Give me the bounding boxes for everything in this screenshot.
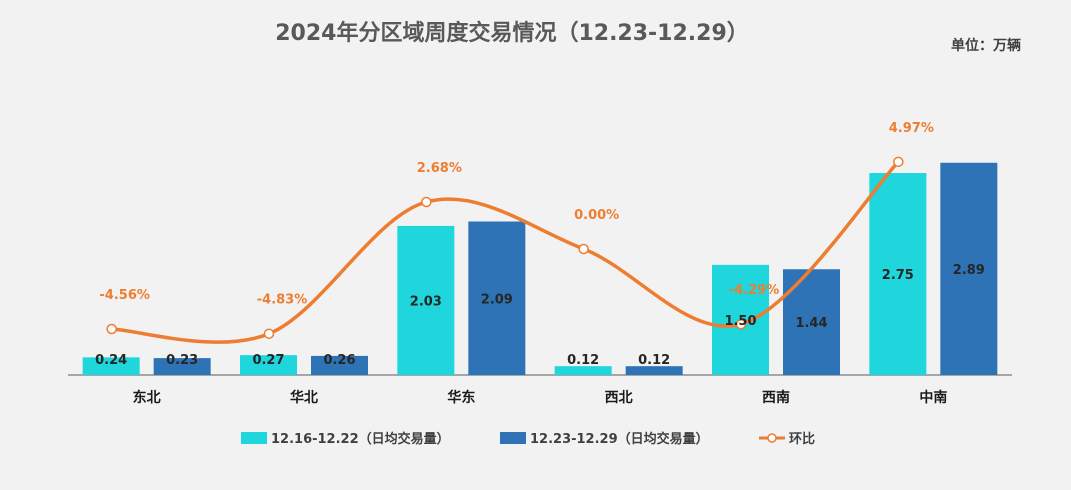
line-layer: -4.56% -4.83% 2.68% 0.00% -4.29% 4.97%: [99, 121, 934, 344]
bar-s1-华东: [397, 225, 455, 375]
category-label: 华北: [290, 389, 318, 406]
category-labels: 东北 华北 华东 西北 西南 中南: [133, 389, 948, 406]
bar-s1-华北: [240, 355, 297, 375]
bar-value-label: 0.23: [166, 353, 198, 368]
bar-s2-华北: [311, 355, 368, 375]
line-point-label: 4.97%: [889, 121, 934, 136]
line-point: [421, 196, 432, 208]
bar-value-label: 2.75: [882, 268, 914, 283]
legend-label: 环比: [789, 431, 815, 447]
bar-s2-华东: [468, 221, 526, 375]
line-point: [893, 156, 904, 168]
chart-title: 2024年分区域周度交易情况（12.23-12.29）: [275, 20, 749, 46]
unit-label: 单位：万辆: [951, 37, 1021, 54]
line-point-label: -4.56%: [99, 288, 150, 303]
bar-value-label: 1.44: [795, 316, 827, 331]
legend-marker: [767, 433, 777, 443]
bar-value-label: 2.03: [410, 294, 442, 309]
line-point-label: 0.00%: [574, 208, 619, 223]
bar-value-label: 0.12: [567, 353, 599, 368]
bar-value-label: 2.89: [953, 263, 985, 278]
bar-s1-西北: [554, 366, 612, 375]
bar-value-label: 2.09: [481, 292, 513, 307]
category-label: 华东: [447, 389, 475, 406]
legend-label: 12.16-12.22（日均交易量）: [271, 431, 450, 447]
bar-value-label: 1.50: [724, 314, 756, 329]
bar-s2-中南: [940, 162, 998, 375]
labels-layer: 0.24 0.23 0.27 0.26 2.03 2.09 0.12 0.12 1.50 1.44…: [95, 263, 985, 368]
bar-s2-东北: [153, 358, 211, 375]
category-label: 东北: [133, 389, 161, 406]
legend-item[interactable]: 12.23-12.29（日均交易量）: [500, 431, 709, 447]
legend-swatch: [241, 432, 267, 444]
category-label: 中南: [919, 389, 947, 406]
legend-item[interactable]: 环比: [759, 431, 815, 447]
line-point: [106, 323, 117, 335]
line-point-label: -4.29%: [729, 283, 780, 298]
category-label: 西南: [762, 389, 790, 406]
bar-value-label: 0.12: [638, 353, 670, 368]
line-point: [263, 328, 275, 339]
legend-label: 12.23-12.29（日均交易量）: [530, 431, 709, 447]
bar-s1-中南: [869, 173, 927, 375]
line-point-label: 2.68%: [417, 161, 462, 176]
legend[interactable]: 12.16-12.22（日均交易量） 12.23-12.29（日均交易量） 环比: [241, 431, 815, 447]
line-point: [735, 318, 747, 330]
bar-value-label: 0.26: [323, 353, 355, 368]
line-point-label: -4.83%: [257, 293, 308, 308]
line-point: [578, 243, 589, 255]
legend-swatch: [500, 432, 526, 444]
bar-s2-西北: [625, 366, 683, 375]
bar-s1-东北: [82, 357, 140, 375]
bar-value-label: 0.27: [252, 353, 284, 368]
category-label: 西北: [605, 390, 633, 406]
bar-value-label: 0.24: [95, 353, 127, 368]
legend-item[interactable]: 12.16-12.22（日均交易量）: [241, 431, 450, 447]
